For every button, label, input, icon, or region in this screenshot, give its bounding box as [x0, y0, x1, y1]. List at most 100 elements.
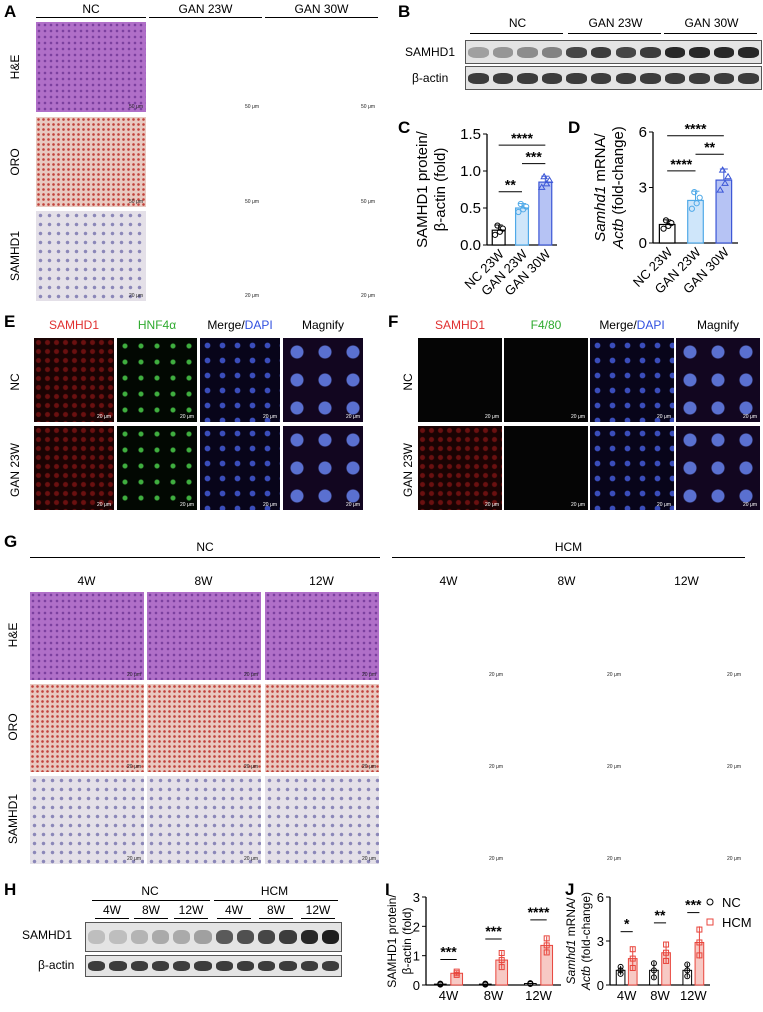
timepoint-label: 8W	[194, 574, 213, 588]
group-header-hcm: HCM	[554, 540, 583, 554]
blot-band	[492, 72, 514, 84]
data-point	[499, 225, 506, 232]
data-point	[540, 172, 549, 180]
y-axis-label-line: SAMHD1 protein/	[414, 130, 431, 248]
micrograph-g-r2-c3: 20 μm	[392, 776, 506, 864]
micrograph-f-r1-c1: 20 μm	[504, 426, 588, 510]
scale-bar-label: 20 μm	[97, 414, 111, 420]
y-tick-label: 1.0	[460, 163, 481, 180]
data-point	[542, 179, 551, 187]
blot-band	[88, 961, 106, 971]
blot-band	[300, 961, 318, 971]
scale-bar-label: 20 μm	[743, 502, 757, 508]
blot-band	[258, 930, 276, 944]
data-point	[663, 957, 670, 964]
scale-bar-label: 20 μm	[244, 764, 258, 770]
micrograph-g-r2-c1: 20 μm	[147, 776, 261, 864]
italic-gene: Actb	[579, 966, 593, 991]
row-label-he-g: H&E	[6, 622, 20, 648]
significance-label: ****	[670, 156, 692, 172]
blot-group-hcm-h: HCM	[260, 884, 289, 898]
scale-bar-label: 20 μm	[485, 414, 499, 420]
data-point	[543, 942, 550, 949]
col-header-gan30w: GAN 30W	[294, 2, 349, 16]
y-tick-label: 0.0	[460, 237, 481, 254]
blot-band	[590, 72, 612, 84]
divider	[134, 918, 168, 919]
scale-bar-label: 20 μm	[127, 856, 141, 862]
significance-label: **	[505, 177, 516, 193]
chart-c: 0.0 0.5 1.0 1.5 SAMHD1 protein/β-actin (fold…	[414, 126, 557, 298]
scale-bar-label: 20 μm	[244, 856, 258, 862]
timepoint-label: 4W	[439, 574, 458, 588]
divider	[92, 900, 210, 901]
micrograph-g-r1-c0: 20 μm	[30, 684, 144, 772]
micrograph-g-r0-c0: 20 μm	[30, 592, 144, 680]
timepoint-label: 12W	[305, 903, 331, 917]
micrograph-oro-nc: 50 μm	[36, 117, 146, 207]
blot-band	[279, 961, 297, 971]
scale-bar-label: 20 μm	[727, 672, 741, 678]
timepoint-label: 4W	[103, 903, 121, 917]
significance-label: ***	[525, 149, 542, 165]
timepoint-label: 8W	[557, 574, 576, 588]
bar-GAN-23W	[514, 207, 530, 246]
label-rest: (fold-change)	[579, 892, 593, 966]
blot-band	[640, 72, 661, 84]
scale-bar-label: 20 μm	[607, 672, 621, 678]
blot-band	[194, 930, 212, 944]
band-label-actin: β-actin	[412, 71, 449, 85]
x-tick-label: 4W	[617, 988, 637, 1003]
blot-band	[689, 46, 710, 58]
panel-label-d: D	[568, 118, 581, 137]
y-axis-label-line: β-actin (fold)	[432, 148, 449, 232]
micrograph-e-r1-c1: 20 μm	[117, 426, 197, 510]
micrograph-f-r0-c3: 20 μm	[676, 338, 760, 422]
y-tick-label: 3	[639, 180, 647, 197]
timepoint-label: 4W	[77, 574, 96, 588]
significance-label: ****	[685, 121, 707, 137]
data-point	[482, 980, 489, 987]
col-header-nc: NC	[82, 2, 100, 16]
blot-band	[88, 930, 106, 944]
row-label-gan23w-f: GAN 23W	[401, 443, 415, 498]
blot-band	[468, 46, 489, 58]
blot-band	[173, 961, 191, 971]
merge-label: Merge/	[599, 318, 637, 332]
micrograph-he-gan23w: 50 μm	[149, 22, 262, 112]
blot-band	[109, 930, 127, 944]
scale-bar-label: 20 μm	[485, 502, 499, 508]
micrograph-g-r2-c5: 20 μm	[630, 776, 744, 864]
micrograph-e-r0-c2: 20 μm	[200, 338, 280, 422]
data-point	[629, 964, 636, 971]
data-point	[696, 926, 703, 933]
divider	[36, 17, 146, 18]
micrograph-he-gan30w: 50 μm	[265, 22, 378, 112]
blot-band	[713, 72, 735, 84]
data-point	[718, 166, 727, 173]
data-point	[617, 963, 624, 970]
y-tick-label: 3	[413, 890, 420, 905]
scale-bar-label: 20 μm	[727, 764, 741, 770]
band-label-samhd1: SAMHD1	[405, 45, 456, 59]
y-axis-label-line: SAMHD1 protein/	[385, 894, 399, 988]
blot-band	[689, 72, 710, 84]
band-label-actin-h: β-actin	[38, 958, 75, 972]
data-point	[724, 172, 732, 180]
data-point	[696, 952, 703, 959]
blot-band	[713, 46, 735, 58]
divider	[259, 918, 293, 919]
divider	[95, 918, 129, 919]
scale-bar-label: 20 μm	[489, 672, 503, 678]
micrograph-samhd1-nc: 20 μm	[36, 211, 146, 301]
western-blot-samhd1-h	[85, 922, 342, 952]
timepoint-label: 4W	[225, 903, 243, 917]
blot-group-nc-h: NC	[141, 884, 159, 898]
y-tick-label: 0.5	[460, 200, 481, 217]
micrograph-e-r1-c2: 20 μm	[200, 426, 280, 510]
data-point	[537, 183, 546, 190]
micrograph-e-r0-c0: 20 μm	[34, 338, 114, 422]
data-point	[660, 225, 667, 232]
micrograph-g-r0-c3: 20 μm	[392, 592, 506, 680]
blot-band	[566, 46, 587, 58]
